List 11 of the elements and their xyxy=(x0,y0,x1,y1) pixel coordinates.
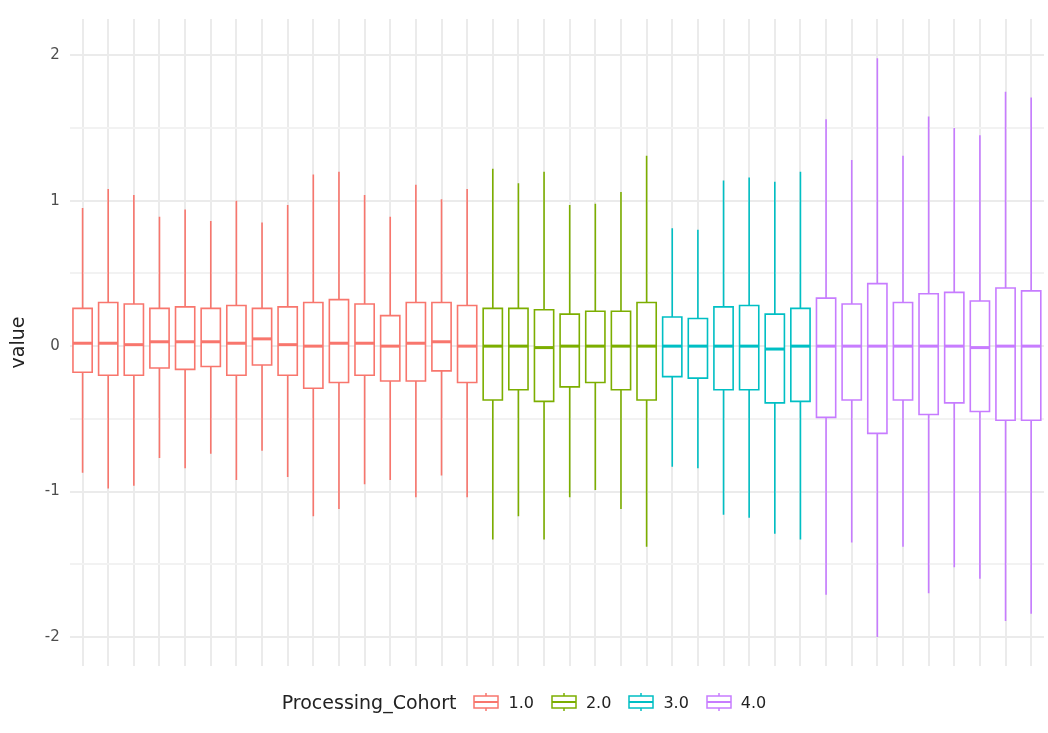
y-tick-label: -1 xyxy=(44,481,60,500)
y-tick-label: 2 xyxy=(50,45,60,64)
y-tick-label: -2 xyxy=(44,626,60,645)
legend-title: Processing_Cohort xyxy=(281,691,457,713)
legend-label: 4.0 xyxy=(740,692,767,712)
y-tick-label: 0 xyxy=(50,336,60,355)
y-tick-label: 1 xyxy=(50,190,60,209)
y-axis-title: value xyxy=(6,316,29,369)
legend-label: 1.0 xyxy=(508,692,534,712)
legend-label: 2.0 xyxy=(585,692,612,712)
legend-label: 3.0 xyxy=(663,692,689,712)
